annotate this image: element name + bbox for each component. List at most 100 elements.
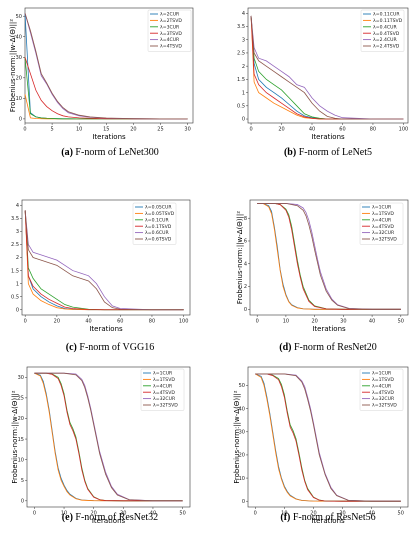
legend-entry: λ=32TSVD [372,403,397,409]
y-tick-label: 4 [242,11,245,17]
y-tick-label: 0 [242,117,245,123]
y-tick-label: 8 [244,216,247,222]
legend-entry: λ=1TSVD [372,211,394,217]
legend-entry: λ=4CUR [153,383,173,389]
y-axis-label: Frobenius-norm:||w-Δ(Θ)||² [9,19,17,112]
y-tick-label: 1.5 [237,77,245,83]
caption-text: F-norm of VGG16 [79,342,154,353]
legend-entry: λ=4CUR [372,217,392,223]
legend: λ=0.05CURλ=0.05TSVDλ=0.1CURλ=0.1TSVDλ=0.… [132,202,177,245]
caption-text: F-norm of ResNet20 [294,342,377,353]
plot-frame [26,366,191,508]
x-tick-label: 50 [398,319,404,325]
x-tick-label: 30 [120,511,126,517]
x-tick-label: 20 [130,127,136,133]
legend-entry: λ=4TSVD [160,44,182,50]
y-tick-label: 3 [16,229,19,235]
chart-panel-b: 0 20 40 60 80 100 0 0.5 1 1.5 2 2.5 3 3.5 4 Iterations λ… [237,7,409,158]
y-tick-label: 2 [242,64,245,70]
series-line-5 [257,203,401,310]
caption-text: F-norm of ResNet56 [293,512,376,523]
legend-entry: λ=0.1CUR [145,217,169,223]
x-axis-label: Iterations [92,517,126,525]
x-tick-label: 10 [281,511,287,517]
legend-entry: λ=4CUR [372,383,392,389]
legend: λ=1CURλ=1TSVDλ=4CURλ=4TSVDλ=32CURλ=32TSV… [140,368,185,411]
x-tick-label: 5 [51,127,54,133]
y-tick-label: 20 [18,416,24,422]
series-line-4 [257,203,401,310]
x-axis-label: Iterations [312,325,346,333]
y-tick-label: 0 [21,499,24,505]
series-line-5 [24,13,188,120]
legend-entry: λ=0.4CUR [373,24,397,30]
series-line-4 [24,210,184,311]
y-tick-label: 50 [16,14,22,20]
series-line-1 [34,372,183,502]
y-tick-label: 1 [242,90,245,96]
x-tick-label: 40 [85,319,91,325]
x-tick-label: 80 [370,127,376,133]
legend-entry: λ=0.6TSVD [145,237,172,243]
y-tick-label: 4 [244,261,247,267]
legend: λ=1CURλ=1TSVDλ=4CURλ=4TSVDλ=32CURλ=32TSV… [359,368,404,411]
legend-box [359,368,404,411]
legend-entry: λ=4TSVD [153,390,175,396]
x-tick-label: 10 [283,319,289,325]
plot-frame [249,199,409,316]
x-axis-label: Iterations [311,133,345,141]
x-tick-label: 10 [76,127,82,133]
y-axis-label: Frobenius-norm:||w-Δ(Θ)||² [236,211,244,304]
y-tick-label: 50 [239,383,245,389]
plot-frame [247,7,409,124]
caption-tag: (d) [279,342,294,353]
caption: (d) F-norm of ResNet20 [279,342,377,353]
series-line-1 [257,203,401,310]
legend-entry: λ=4TSVD [372,224,394,230]
x-tick-label: 0 [249,127,252,133]
y-tick-label: 1.5 [11,268,19,274]
y-tick-label: 30 [18,375,24,381]
legend: λ=0.11CURλ=0.11TSVDλ=0.4CURλ=0.4TSVDλ=2.… [360,9,405,52]
series-line-3 [34,372,183,502]
chart-panel-d: 0 10 20 30 40 50 0 2 4 6 8 Iterations Frobenius-norm… [236,199,409,353]
legend-box [359,202,404,245]
legend-entry: λ=2CUR [160,12,180,18]
y-tick-label: 30 [239,429,245,435]
x-tick-label: 30 [339,511,345,517]
x-tick-label: 50 [398,511,404,517]
legend-entry: λ=0.05CUR [145,205,172,211]
x-tick-label: 0 [33,511,36,517]
plot-frame [247,366,409,508]
legend-entry: λ=2TSVD [160,18,182,24]
legend-entry: λ=1TSVD [153,377,175,383]
y-tick-label: 0.5 [11,294,19,300]
x-axis-label: Iterations [92,133,126,141]
x-tick-label: 80 [149,319,155,325]
y-tick-label: 2.5 [237,51,245,57]
series-line-3 [24,210,184,311]
series-line-4 [250,15,404,120]
legend-entry: λ=3TSVD [160,31,182,37]
x-tick-label: 20 [90,511,96,517]
caption-text: F-norm of LeNet300 [75,147,158,158]
chart-panel-a: 0 5 10 15 20 25 30 0 10 20 30 40 50 Iterations Frobeni… [9,7,194,158]
legend-entry: λ=32CUR [372,396,395,402]
y-tick-label: 3.5 [11,216,19,222]
x-tick-label: 60 [339,127,345,133]
legend-entry: λ=0.11TSVD [373,18,403,24]
y-tick-label: 6 [244,239,247,245]
y-tick-label: 0.5 [237,104,245,110]
legend-box [132,202,177,245]
caption: (a) F-norm of LeNet300 [61,147,159,158]
legend-entry: λ=32TSVD [153,403,178,409]
y-tick-label: 30 [16,55,22,61]
caption: (e) F-norm of ResNet32 [62,512,158,523]
caption-text: F-norm of ResNet32 [75,512,158,523]
x-tick-label: 100 [399,127,409,133]
legend-entry: λ=2.4CUR [373,37,397,43]
x-tick-label: 30 [184,127,190,133]
x-tick-label: 30 [340,319,346,325]
y-tick-label: 10 [18,457,24,463]
